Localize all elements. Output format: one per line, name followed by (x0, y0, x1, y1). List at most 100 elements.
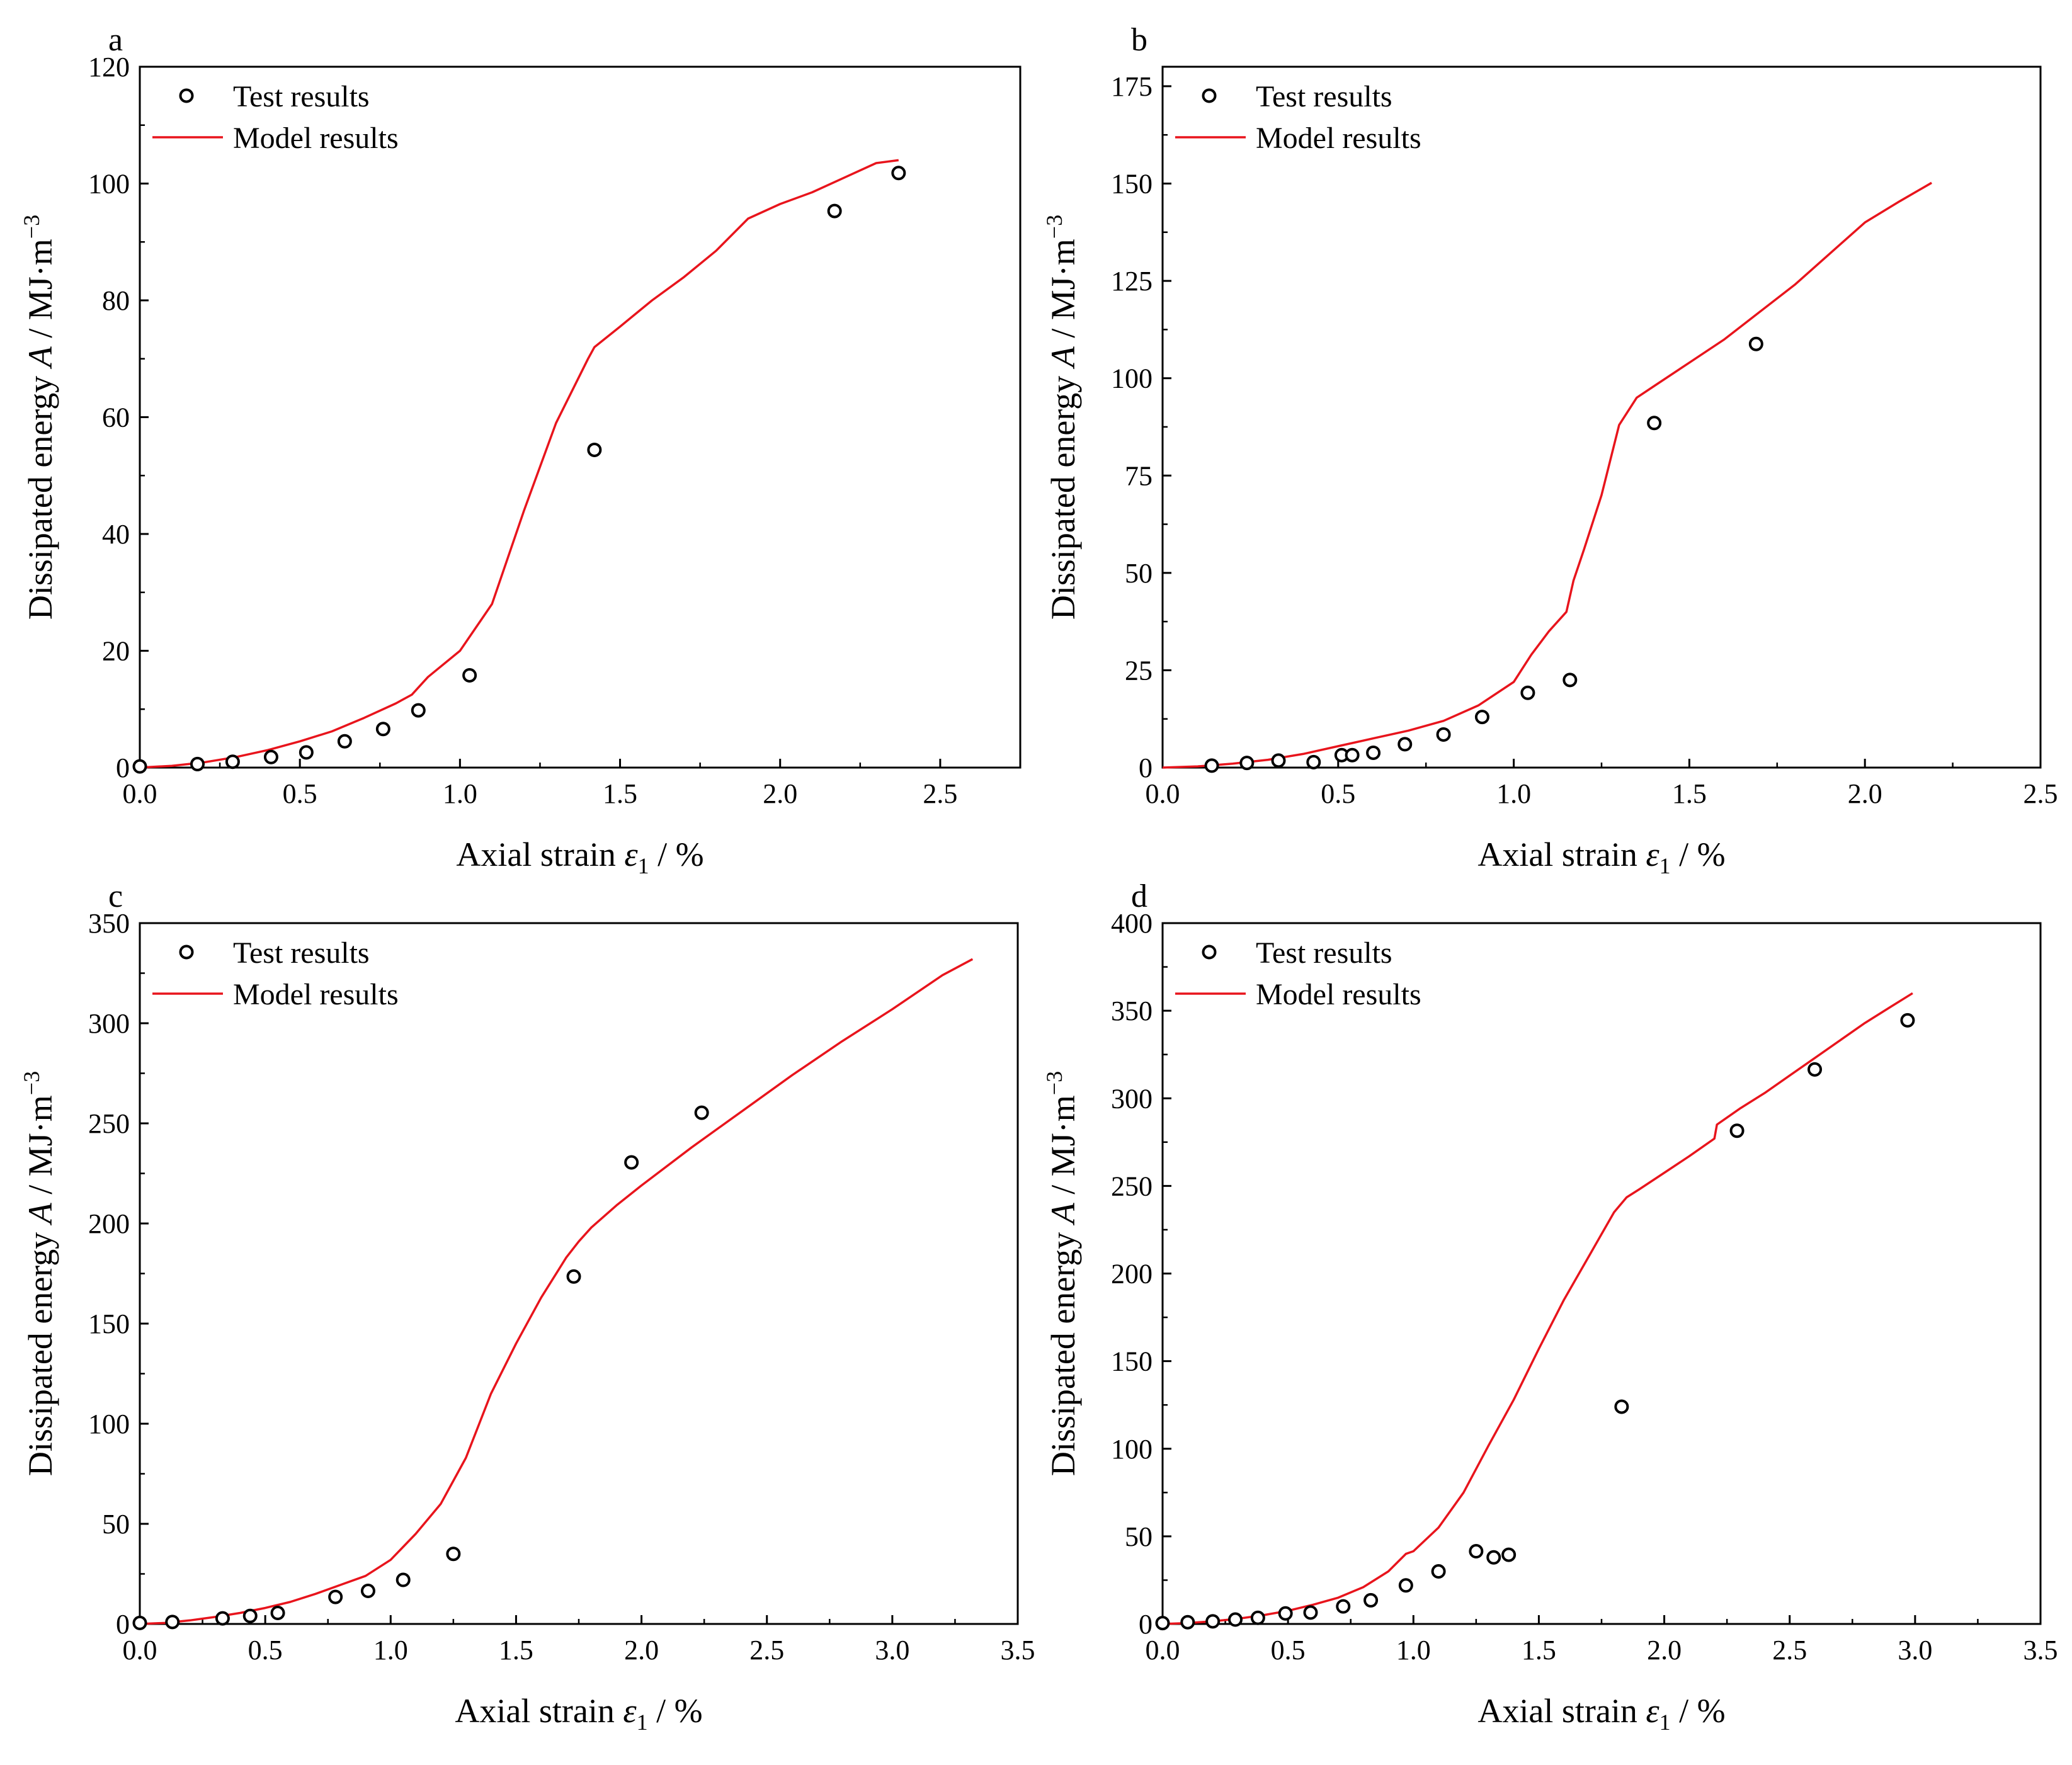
legend-label-test: Test results (1256, 936, 1392, 970)
test-result-point (270, 1606, 285, 1621)
y-axis-symbol: A (21, 1202, 59, 1225)
y-tick-label: 40 (102, 519, 130, 550)
test-result-point (1155, 1616, 1170, 1631)
y-tick-label: 100 (1111, 363, 1153, 394)
x-axis-subscript: 1 (1659, 1710, 1671, 1735)
test-result-point (215, 1611, 230, 1626)
x-tick-label: 2.5 (923, 778, 957, 809)
y-axis-title: Dissipated energy A / MJ·m−3 (1042, 1071, 1082, 1476)
x-tick-label: 1.0 (443, 778, 477, 809)
legend-label-model: Model results (1256, 122, 1421, 155)
panel-letter: b (1131, 22, 1147, 58)
legend: Test results Model results (152, 80, 399, 155)
chart-panel-d: 0.0 0.5 1.0 1.5 2.0 2.5 3.0 3.5 0 50 100 150 200 250 3… (1042, 878, 2058, 1735)
x-axis-unit: / % (649, 836, 704, 873)
test-result-point (1486, 1550, 1501, 1565)
test-result-point (1436, 727, 1451, 742)
plot-area (132, 958, 974, 1630)
test-result-point (1520, 685, 1535, 700)
test-result-point (1271, 753, 1286, 768)
x-axis-symbol: ε (623, 1692, 637, 1730)
x-tick-label: 2.5 (1772, 1635, 1807, 1666)
test-result-point (396, 1572, 411, 1587)
y-axis-superscript: −3 (19, 1071, 44, 1095)
test-result-point (337, 734, 352, 749)
y-tick-label: 100 (88, 1409, 130, 1439)
y-axis-symbol: A (21, 346, 59, 369)
legend: Test results Model results (1175, 936, 1421, 1011)
legend: Test results Model results (152, 936, 399, 1011)
y-tick-label: 0 (116, 752, 130, 783)
y-tick-label: 350 (88, 908, 130, 939)
x-tick-label: 1.5 (603, 778, 637, 809)
test-result-point (1729, 1123, 1745, 1138)
legend-marker-test (1202, 945, 1217, 960)
x-tick-label: 2.0 (1848, 778, 1882, 809)
test-result-point (1303, 1605, 1318, 1620)
test-result-point (190, 756, 205, 771)
test-result-point (1345, 747, 1360, 763)
y-tick-label: 250 (1111, 1171, 1153, 1201)
legend-label-model: Model results (233, 122, 399, 155)
plot-frame (139, 65, 1022, 769)
x-axis-title: Axial strain ε1 / % (456, 836, 703, 878)
test-result-point (1336, 1599, 1351, 1614)
x-tick-label: 1.5 (1522, 1635, 1556, 1666)
x-axis-unit: / % (1671, 836, 1726, 873)
x-tick-label: 2.5 (2024, 778, 2058, 809)
test-result-point (225, 754, 240, 769)
test-result-point (694, 1105, 709, 1120)
test-result-point (891, 166, 906, 181)
test-result-point (328, 1589, 343, 1604)
test-result-point (1748, 336, 1763, 351)
y-tick-label: 25 (1125, 655, 1153, 686)
test-result-point (1205, 1614, 1221, 1629)
x-tick-label: 0.5 (1271, 1635, 1306, 1666)
x-axis-title-text: Axial strain (456, 836, 624, 873)
y-axis-title-text: Dissipated energy (1044, 1223, 1082, 1476)
test-result-point (1647, 416, 1662, 431)
x-tick-label: 0.5 (283, 778, 317, 809)
x-tick-label: 1.5 (499, 1635, 533, 1666)
plot-area (1155, 992, 1915, 1631)
legend-label-test: Test results (233, 936, 370, 970)
test-result-point (165, 1615, 180, 1630)
test-result-point (1469, 1544, 1484, 1559)
chart-panel-b: 0.0 0.5 1.0 1.5 2.0 2.5 0 25 50 75 100 125 150 175 b Ax… (1042, 22, 2058, 878)
x-axis-subscript: 1 (1659, 853, 1671, 878)
legend-label-test: Test results (233, 80, 370, 113)
test-result-point (587, 442, 602, 457)
y-axis-superscript: −3 (19, 215, 44, 239)
y-tick-label: 50 (1125, 1521, 1153, 1552)
y-tick-label: 100 (1111, 1434, 1153, 1465)
test-result-point (242, 1608, 258, 1623)
x-axis-symbol: ε (624, 836, 638, 873)
x-axis-subscript: 1 (638, 853, 649, 878)
y-axis-unit: / MJ·m (1044, 239, 1082, 346)
y-tick-label: 0 (1139, 752, 1153, 783)
y-tick-label: 80 (102, 285, 130, 316)
panel-letter: d (1131, 878, 1147, 914)
plot-frame (1161, 65, 2042, 769)
test-result-point (1501, 1547, 1517, 1562)
test-result-point (132, 759, 147, 774)
test-result-point (446, 1547, 461, 1562)
test-result-point (1474, 710, 1489, 725)
test-result-point (1250, 1610, 1265, 1625)
test-result-point (360, 1584, 375, 1599)
panel-letter: c (108, 878, 123, 914)
plot-frame (1161, 922, 2042, 1625)
x-tick-label: 3.0 (1898, 1635, 1932, 1666)
test-result-point (1431, 1564, 1446, 1579)
test-result-point (1563, 673, 1578, 688)
y-tick-label: 300 (88, 1008, 130, 1039)
x-tick-label: 1.0 (1496, 778, 1531, 809)
x-axis-title: Axial strain ε1 / % (1477, 1692, 1725, 1735)
x-axis-title: Axial strain ε1 / % (1477, 836, 1725, 878)
y-tick-label: 400 (1111, 908, 1153, 939)
x-tick-label: 1.5 (1672, 778, 1707, 809)
legend: Test results Model results (1175, 80, 1421, 155)
y-axis-unit: / MJ·m (21, 239, 59, 346)
